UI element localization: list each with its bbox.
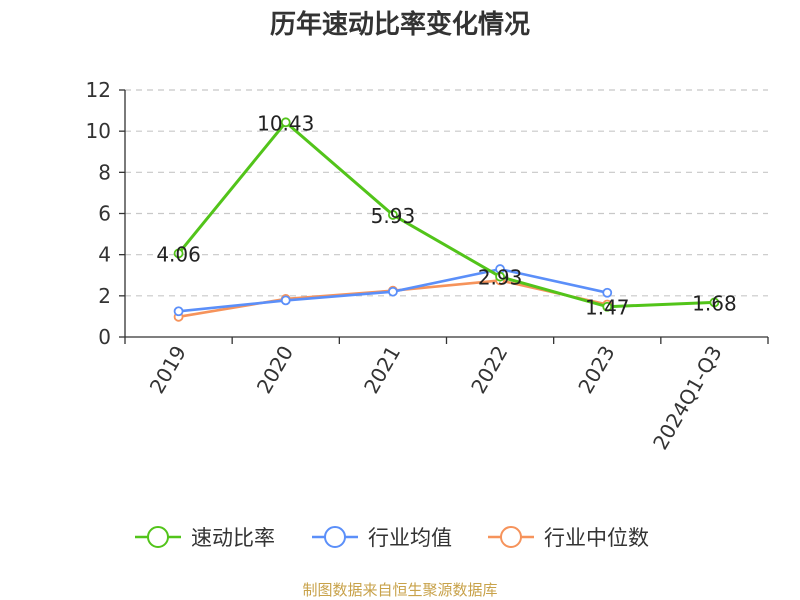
data-label: 2.93 xyxy=(478,266,523,290)
legend-item: 速动比率 xyxy=(135,526,275,550)
legend-marker xyxy=(147,526,169,548)
x-tick-label: 2023 xyxy=(573,342,619,398)
legend: 速动比率 行业均值 行业中位数 xyxy=(135,526,649,550)
legend-marker xyxy=(500,526,522,548)
data-label: 1.47 xyxy=(585,296,630,320)
y-tick-label: 2 xyxy=(98,284,111,308)
y-tick-label: 6 xyxy=(98,202,111,226)
legend-item: 行业均值 xyxy=(312,526,452,550)
legend-label: 速动比率 xyxy=(191,526,275,550)
data-point xyxy=(173,306,184,317)
y-tick-label: 12 xyxy=(86,78,111,102)
x-tick-label: 2022 xyxy=(466,342,512,398)
source-note: 制图数据来自恒生聚源数据库 xyxy=(302,581,497,599)
data-point xyxy=(495,271,505,282)
legend-marker xyxy=(324,526,346,548)
data-label-layer: 4.06 10.43 5.93 2.93 1.47 1.68 xyxy=(156,111,736,319)
x-tick-label: 2020 xyxy=(252,342,298,398)
x-tick-label: 2024Q1-Q3 xyxy=(648,342,727,454)
data-label: 1.68 xyxy=(692,291,737,315)
x-tick-label: 2019 xyxy=(145,342,191,398)
data-point xyxy=(280,117,291,128)
y-tick-label: 0 xyxy=(98,325,111,349)
data-point xyxy=(602,301,613,312)
data-point xyxy=(388,286,398,297)
data-point xyxy=(602,287,613,298)
y-tick-label: 10 xyxy=(86,119,111,143)
series-line xyxy=(177,120,716,309)
data-point xyxy=(709,297,720,308)
y-tick-label: 4 xyxy=(98,243,111,267)
data-label: 10.43 xyxy=(257,111,314,135)
data-point xyxy=(388,210,398,220)
series-layer xyxy=(173,117,720,322)
legend-label: 行业均值 xyxy=(368,526,452,550)
grid-layer xyxy=(125,89,768,297)
data-label: 4.06 xyxy=(156,242,201,266)
y-tick-label: 8 xyxy=(98,160,111,184)
data-label: 5.93 xyxy=(371,204,416,228)
x-tick-label: 2021 xyxy=(359,342,405,398)
data-point xyxy=(173,248,184,259)
data-point xyxy=(280,295,291,306)
chart-title: 历年速动比率变化情况 xyxy=(270,9,530,40)
legend-label: 行业中位数 xyxy=(544,526,649,550)
legend-item: 行业中位数 xyxy=(488,526,649,550)
